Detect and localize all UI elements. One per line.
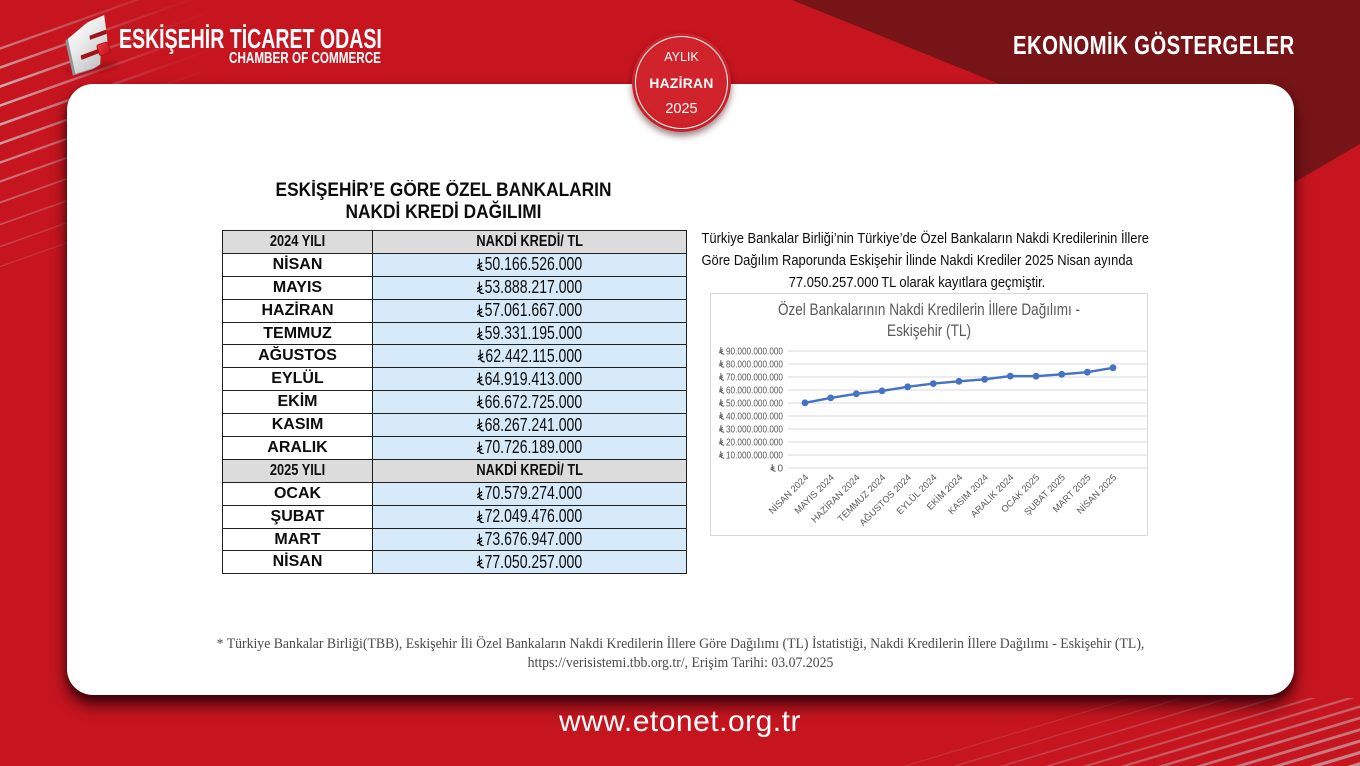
svg-text:80.000.000.000: 80.000.000.000 bbox=[726, 360, 783, 371]
svg-text:30.000.000.000: 30.000.000.000 bbox=[726, 425, 783, 436]
svg-text:20.000.000.000: 20.000.000.000 bbox=[726, 438, 783, 449]
svg-text:50.000.000.000: 50.000.000.000 bbox=[726, 399, 783, 410]
svg-text:60.000.000.000: 60.000.000.000 bbox=[726, 386, 783, 397]
svg-text:Eskişehir (TL): Eskişehir (TL) bbox=[887, 322, 971, 340]
svg-text:10.000.000.000: 10.000.000.000 bbox=[726, 451, 783, 462]
svg-text:0: 0 bbox=[777, 464, 783, 475]
svg-text:40.000.000.000: 40.000.000.000 bbox=[726, 412, 783, 423]
svg-text:70.000.000.000: 70.000.000.000 bbox=[726, 373, 783, 384]
svg-text:Özel Bankalarının Nakdi Kredil: Özel Bankalarının Nakdi Kredilerin İller… bbox=[778, 300, 1080, 319]
svg-text:90.000.000.000: 90.000.000.000 bbox=[726, 347, 783, 358]
